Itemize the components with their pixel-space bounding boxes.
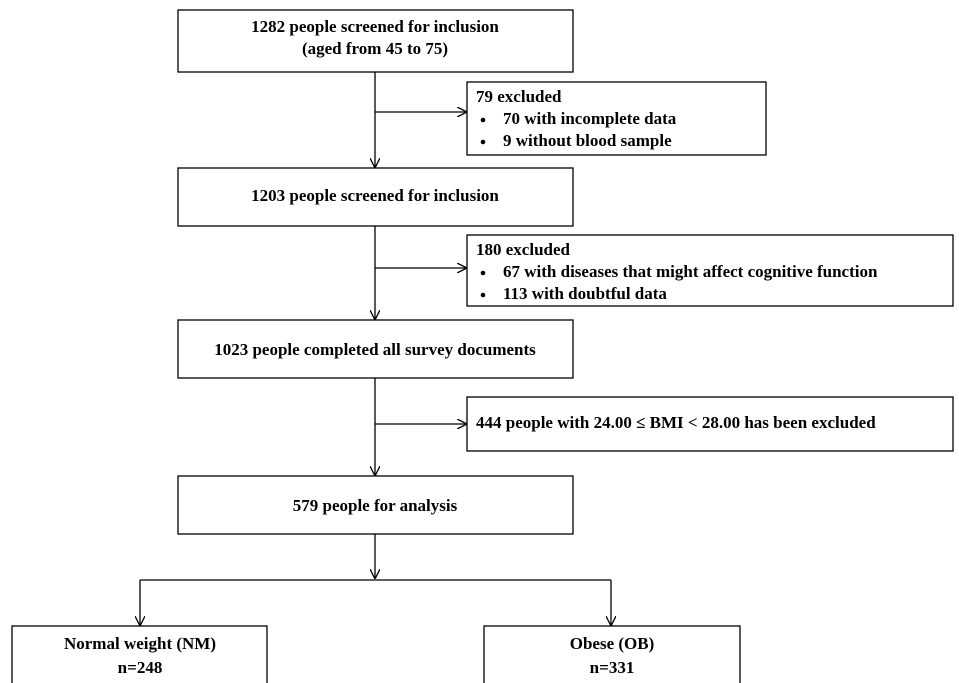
bullet [480,117,486,123]
node-text: n=331 [590,658,635,677]
node-text: (aged from 45 to 75) [302,39,448,58]
exclusion-box [466,234,954,307]
node-box [177,319,574,379]
exclusion-item: 67 with diseases that might affect cogni… [503,262,878,281]
node-box [483,625,741,683]
bullet [480,292,486,298]
bullet [480,270,486,276]
exclusion-item: 70 with incomplete data [503,109,677,128]
node-text: 1203 people screened for inclusion [251,186,499,205]
node-text: n=248 [118,658,163,677]
node-text: 579 people for analysis [293,496,458,515]
node-text: Normal weight (NM) [64,634,216,653]
node-text: 1282 people screened for inclusion [251,17,499,36]
node-box [11,625,268,683]
exclusion-box [466,396,954,452]
node-text: 1023 people completed all survey documen… [214,340,536,359]
exclusion-title: 79 excluded [476,87,562,106]
exclusion-item: 9 without blood sample [503,131,672,150]
connectors [140,72,611,625]
bullet [480,139,486,145]
exclusion-box [466,81,767,156]
exclusion-item: 113 with doubtful data [503,284,667,303]
node-box [177,475,574,535]
node-box [177,9,574,73]
exclusion-title: 444 people with 24.00 ≤ BMI < 28.00 has … [476,413,876,432]
node-text: Obese (OB) [570,634,655,653]
exclusion-title: 180 excluded [476,240,571,259]
node-box [177,167,574,227]
